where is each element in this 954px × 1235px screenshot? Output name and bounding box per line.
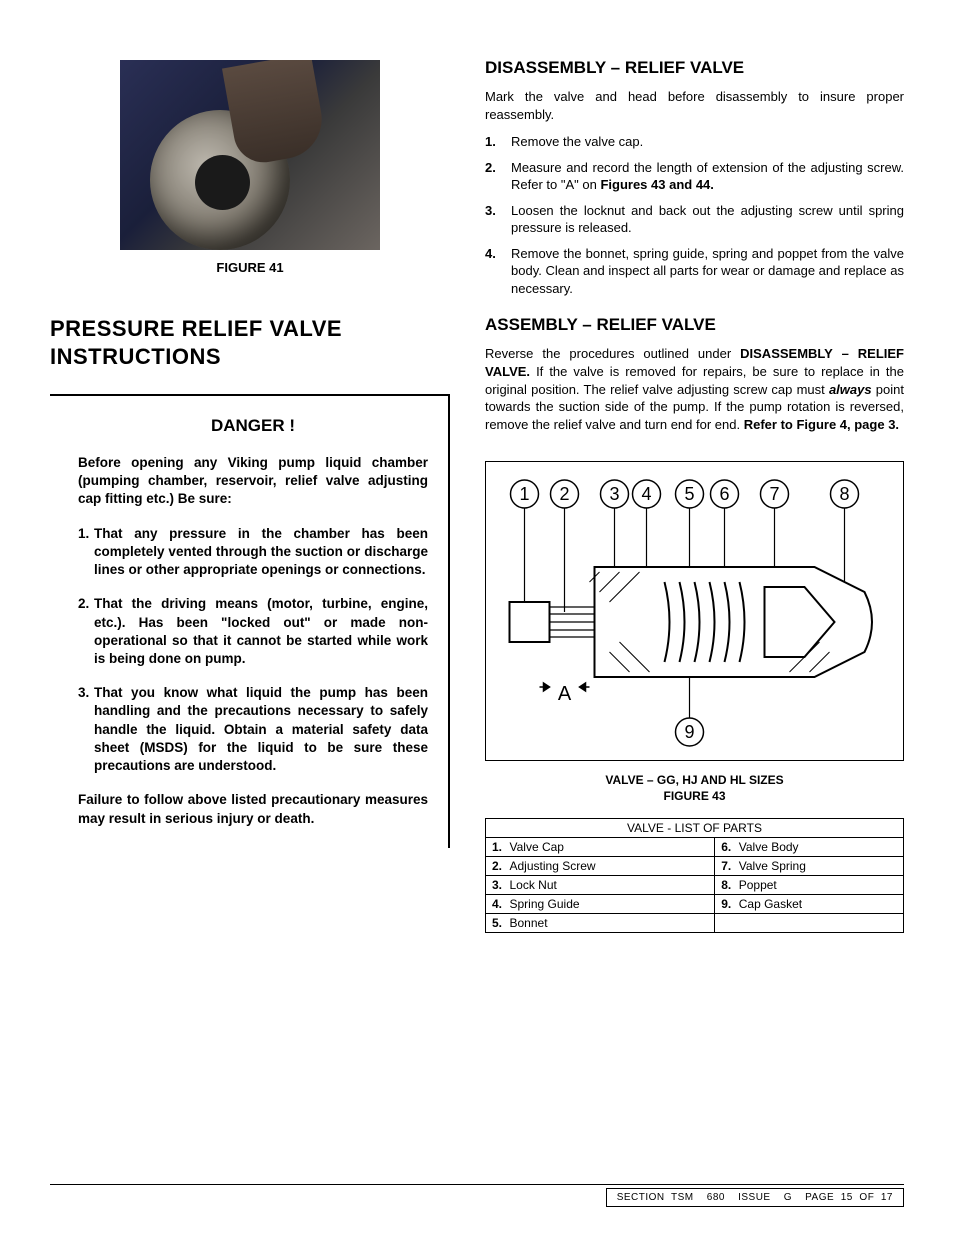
parts-table-header: VALVE - LIST OF PARTS (486, 819, 904, 838)
step-item: 2.Measure and record the length of exten… (485, 159, 904, 194)
disassembly-heading: DISASSEMBLY – RELIEF VALVE (485, 58, 904, 78)
valve-diagram-svg: 1 2 3 4 5 6 7 8 9 (494, 472, 895, 752)
figure-41-photo (120, 60, 380, 250)
photo-hand-shape (222, 60, 328, 167)
step-item: 1.Remove the valve cap. (485, 133, 904, 151)
table-row: 1.Valve Cap 6.Valve Body (486, 838, 904, 857)
callout-7: 7 (769, 484, 779, 504)
table-row: 5.Bonnet (486, 914, 904, 933)
disassembly-intro: Mark the valve and head before disassemb… (485, 88, 904, 123)
table-row: 3.Lock Nut 8.Poppet (486, 876, 904, 895)
table-row: 4.Spring Guide 9.Cap Gasket (486, 895, 904, 914)
callout-6: 6 (719, 484, 729, 504)
page-content: FIGURE 41 PRESSURE RELIEF VALVE INSTRUCT… (50, 40, 904, 933)
figure-41-caption: FIGURE 41 (50, 260, 450, 275)
callout-9: 9 (684, 722, 694, 742)
danger-list: 1.That any pressure in the chamber has b… (78, 525, 428, 776)
callout-2: 2 (559, 484, 569, 504)
step-item: 3.Loosen the locknut and back out the ad… (485, 202, 904, 237)
danger-item: 3.That you know what liquid the pump has… (78, 684, 428, 775)
danger-item: 1.That any pressure in the chamber has b… (78, 525, 428, 580)
disassembly-steps: 1.Remove the valve cap. 2.Measure and re… (485, 133, 904, 297)
danger-item: 2.That the driving means (motor, turbine… (78, 595, 428, 668)
callout-8: 8 (839, 484, 849, 504)
page-title: PRESSURE RELIEF VALVE INSTRUCTIONS (50, 315, 450, 370)
assembly-para: Reverse the procedures outlined under DI… (485, 345, 904, 433)
danger-intro: Before opening any Viking pump liquid ch… (78, 454, 428, 509)
dimension-a-label: A (558, 683, 572, 705)
figure-43-diagram: 1 2 3 4 5 6 7 8 9 (485, 461, 904, 761)
callout-5: 5 (684, 484, 694, 504)
callout-1: 1 (519, 484, 529, 504)
danger-title: DANGER ! (78, 416, 428, 436)
danger-box: DANGER ! Before opening any Viking pump … (50, 394, 450, 848)
callout-3: 3 (609, 484, 619, 504)
footer-info: SECTION TSM 680 ISSUE G PAGE 15 OF 17 (606, 1188, 904, 1207)
assembly-heading: ASSEMBLY – RELIEF VALVE (485, 315, 904, 335)
step-item: 4.Remove the bonnet, spring guide, sprin… (485, 245, 904, 298)
table-row: 2.Adjusting Screw 7.Valve Spring (486, 857, 904, 876)
page-footer: SECTION TSM 680 ISSUE G PAGE 15 OF 17 (50, 1184, 904, 1207)
right-column: DISASSEMBLY – RELIEF VALVE Mark the valv… (485, 40, 904, 933)
parts-table: VALVE - LIST OF PARTS 1.Valve Cap 6.Valv… (485, 818, 904, 933)
left-column: FIGURE 41 PRESSURE RELIEF VALVE INSTRUCT… (50, 40, 450, 933)
figure-43-caption: VALVE – GG, HJ AND HL SIZES FIGURE 43 (485, 773, 904, 804)
callout-4: 4 (641, 484, 651, 504)
danger-outro: Failure to follow above listed precautio… (78, 791, 428, 827)
